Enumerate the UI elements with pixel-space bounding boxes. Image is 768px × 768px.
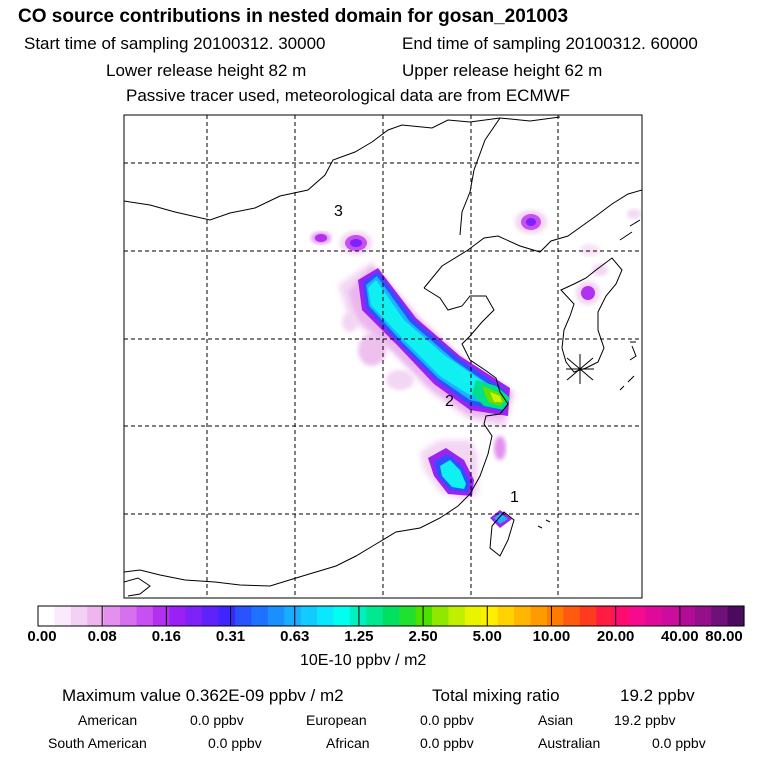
plume-southern <box>420 440 478 500</box>
colorbar-cell <box>514 606 532 626</box>
upper-release-height-label: Upper release height 62 m <box>402 61 603 80</box>
receptor-marker <box>566 354 594 384</box>
colorbar-cell <box>727 606 745 626</box>
colorbar-cell <box>645 606 663 626</box>
colorbar-cell <box>629 606 647 626</box>
african-value: 0.0 ppbv <box>420 735 474 751</box>
colorbar-tick-label: 0.08 <box>87 628 117 645</box>
colorbar-cell <box>152 606 170 626</box>
colorbar-cell <box>448 606 466 626</box>
lower-release-height-label: Lower release height 82 m <box>106 61 307 80</box>
plume-northern <box>311 209 641 305</box>
colorbar-cell <box>415 606 433 626</box>
colorbar-cell <box>235 606 253 626</box>
european-value: 0.0 ppbv <box>420 712 474 728</box>
plume-side-patches <box>342 312 506 460</box>
australian-label: Australian <box>538 735 601 751</box>
total-mixing-ratio-value: 19.2 ppbv <box>620 686 695 705</box>
region-label-3: 3 <box>334 203 343 220</box>
colorbar-cell <box>711 606 729 626</box>
colorbar-tick-label: 2.50 <box>408 628 438 645</box>
colorbar-tick-label: 40.00 <box>661 628 699 645</box>
colorbar-tick-label: 10.00 <box>532 628 571 645</box>
american-value: 0.0 ppbv <box>190 712 244 728</box>
map-frame <box>123 114 643 599</box>
colorbar-cell <box>87 606 105 626</box>
colorbar-cell <box>464 606 482 626</box>
region-label-2: 2 <box>445 393 454 410</box>
colorbar-cell <box>103 606 121 626</box>
colorbar-cell <box>218 606 236 626</box>
colorbar-cell <box>70 606 88 626</box>
colorbar-cell <box>399 606 417 626</box>
colorbar-cell <box>481 606 499 626</box>
region-label-1: 1 <box>510 489 519 506</box>
south-american-value: 0.0 ppbv <box>208 735 262 751</box>
colorbar-cell <box>136 606 154 626</box>
map-gridlines <box>124 115 642 598</box>
colorbar-cell <box>612 606 630 626</box>
colorbar-cell <box>530 606 548 626</box>
colorbar-ticks <box>37 606 745 626</box>
colorbar-cell <box>366 606 384 626</box>
colorbar-tick-label: 0.00 <box>27 628 57 645</box>
start-time-label: Start time of sampling 20100312. 30000 <box>24 34 326 53</box>
colorbar-cell <box>546 606 564 626</box>
european-label: European <box>306 712 367 728</box>
colorbar-tick-label: 1.25 <box>344 628 374 645</box>
colorbar-tick-label: 0.63 <box>280 628 310 645</box>
colorbar-cell <box>284 606 302 626</box>
asian-label: Asian <box>538 712 574 728</box>
colorbar-cells <box>38 606 745 626</box>
colorbar-tick-label: 0.16 <box>151 628 181 645</box>
colorbar-tick-label: 5.00 <box>472 628 502 645</box>
coastlines <box>124 116 642 597</box>
colorbar-cell <box>251 606 269 626</box>
colorbar-cell <box>54 606 72 626</box>
south-american-label: South American <box>48 735 147 751</box>
australian-value: 0.0 ppbv <box>652 735 706 751</box>
colorbar-cell <box>497 606 515 626</box>
colorbar-cell <box>333 606 351 626</box>
tracer-note: Passive tracer used, meteorological data… <box>126 86 571 105</box>
american-label: American <box>78 712 138 728</box>
total-mixing-ratio-label: Total mixing ratio <box>432 686 560 705</box>
plot-title: CO source contributions in nested domain… <box>18 6 569 27</box>
colorbar-cell <box>300 606 318 626</box>
colorbar-cell <box>563 606 581 626</box>
colorbar-tick-label: 0.31 <box>215 628 246 645</box>
asian-value: 19.2 ppbv <box>614 712 676 728</box>
maximum-value-label: Maximum value 0.362E-09 ppbv / m2 <box>62 686 344 705</box>
colorbar-tick-label: 20.00 <box>596 628 635 645</box>
colorbar-cell <box>267 606 285 626</box>
colorbar-cell <box>382 606 400 626</box>
colorbar-cell <box>596 606 614 626</box>
end-time-label: End time of sampling 20100312. 60000 <box>402 34 698 53</box>
colorbar-cell <box>38 606 56 626</box>
colorbar-unit: 10E-10 ppbv / m2 <box>300 652 427 669</box>
colorbar-cell <box>661 606 679 626</box>
colorbar-cell <box>120 606 138 626</box>
colorbar-cell <box>678 606 696 626</box>
colorbar-cell <box>579 606 597 626</box>
colorbar-cell <box>202 606 220 626</box>
colorbar-cell <box>694 606 712 626</box>
colorbar-tick-label: 80.00 <box>705 628 743 645</box>
colorbar-cell <box>169 606 187 626</box>
colorbar-cell <box>317 606 335 626</box>
african-label: African <box>326 735 370 751</box>
colorbar-cell <box>432 606 450 626</box>
colorbar-cell <box>185 606 203 626</box>
